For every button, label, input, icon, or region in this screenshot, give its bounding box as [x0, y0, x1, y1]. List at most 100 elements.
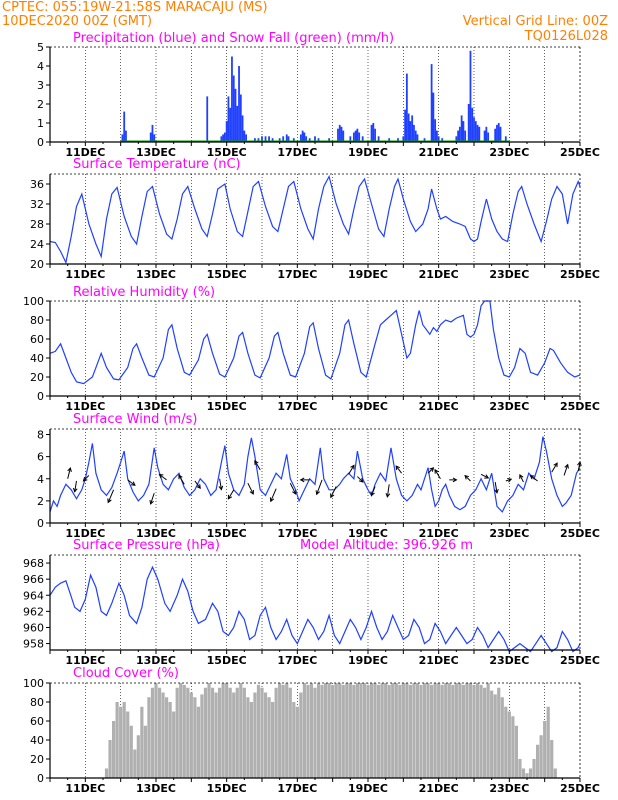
wind-arrow-head [370, 491, 375, 497]
cloud-panel: Cloud Cover (%) 0 20 40 60 80 100 11DEC 13DEC 15D… [23, 666, 600, 795]
cloud-bar [214, 692, 218, 778]
wind-arrow [519, 474, 524, 483]
cloud-bar [246, 697, 250, 778]
temp-ytick-label: 20 [30, 258, 44, 271]
cloud-bar [288, 687, 292, 778]
wind-arrow-head [107, 498, 112, 504]
rh-ytick-label: 80 [30, 314, 44, 327]
wind-xtick-label: 21DEC [419, 527, 459, 540]
wind-arrow-head [350, 464, 355, 470]
wind-arrow [427, 467, 434, 474]
rh-xtick-label: 19DEC [348, 400, 388, 413]
temp-series-line [49, 174, 581, 265]
wind-arrow [219, 478, 222, 490]
cloud-bar [299, 692, 303, 778]
rh-xtick-label: 17DEC [277, 400, 317, 413]
cloud-bar [511, 716, 515, 778]
rh-ytick-label: 100 [23, 295, 44, 308]
cloud-bar [242, 687, 246, 778]
cloud-bar [536, 744, 540, 778]
cloud-bar [316, 683, 321, 778]
pres-xtick-label: 17DEC [277, 654, 317, 667]
precip-bar [473, 117, 475, 142]
wind-arrow-head [529, 474, 535, 480]
cloud-bar [550, 740, 554, 778]
cloud-bar [161, 692, 165, 778]
cloud-bar [302, 683, 306, 778]
precip-bar [261, 136, 263, 142]
precip-bar [432, 92, 435, 142]
cloud-ytick-label: 20 [30, 753, 44, 766]
cloud-ytick-label: 0 [37, 772, 44, 785]
precip-bar [349, 136, 352, 142]
cloud-bar [461, 684, 465, 778]
precip-bar [356, 128, 359, 142]
temp-ytick-label: 36 [30, 178, 44, 191]
cloud-bar [507, 711, 511, 778]
wind-arrow [563, 464, 569, 476]
cloud-bar [228, 687, 232, 778]
cloud-bar [267, 697, 271, 778]
cloud-bar [108, 740, 112, 778]
temp-xtick-label: 15DEC [207, 268, 247, 281]
wind-arrow-head [385, 492, 391, 498]
wind-arrow-head [564, 463, 569, 469]
pres-xtick-label: 21DEC [419, 654, 459, 667]
precip-bar [340, 126, 343, 142]
cloud-bar [426, 683, 430, 778]
cloud-bar [338, 683, 342, 778]
cloud-bar [451, 684, 455, 778]
wind-ytick-label: 2 [37, 495, 44, 508]
cloud-bar [525, 773, 529, 778]
temp-xtick-label: 17DEC [277, 268, 317, 281]
cloud-bar [345, 683, 349, 778]
wind-ytick-label: 4 [37, 473, 44, 486]
wind-ytick-label: 8 [37, 429, 44, 442]
cloud-bar [359, 683, 363, 778]
precip-bar [455, 136, 458, 142]
wind-arrow [270, 488, 277, 502]
precip-bar [121, 134, 124, 142]
cloud-bar [514, 725, 518, 778]
precip-ytick-label: 4 [37, 60, 44, 73]
cloud-bar [543, 721, 547, 778]
cloud-bar [249, 702, 253, 778]
cloud-bar [186, 687, 190, 778]
wind-arrow-head [72, 487, 78, 493]
pres-ytick-label: 960 [23, 621, 44, 634]
cloud-bar [348, 683, 352, 778]
precip-bar [317, 138, 320, 142]
precip-bar [370, 124, 373, 142]
cloud-bar [256, 684, 261, 778]
header-model-code: TQ0126L028 [524, 29, 608, 44]
wind-arrow-head [254, 460, 259, 465]
cloud-bar [285, 683, 289, 778]
precip-bar [409, 121, 412, 142]
precip-bar [222, 134, 225, 142]
precip-ytick-label: 1 [37, 117, 44, 130]
precip-bar [239, 94, 242, 142]
wind-arrow [357, 476, 364, 483]
cloud-bar [112, 721, 116, 778]
rh-panel: Relative Humidity (%) 0 20 40 60 80 100 11DEC 13… [23, 285, 600, 413]
precip-bar [405, 73, 408, 142]
cloud-bar [472, 684, 476, 778]
precip-bar [358, 132, 361, 142]
precip-bar [483, 130, 486, 142]
precip-bar [282, 136, 285, 142]
precip-bar [437, 136, 440, 142]
precip-bar [125, 130, 127, 142]
wind-arrow [74, 480, 77, 492]
cloud-bar [182, 684, 186, 778]
cloud-bar [221, 683, 225, 778]
cloud-bar [352, 684, 356, 778]
cloud-bar [154, 683, 158, 778]
wind-xtick-label: 11DEC [65, 527, 105, 540]
cloud-bar [341, 684, 345, 778]
cloud-bar [235, 687, 239, 778]
precip-ytick-label: 2 [37, 98, 44, 111]
cloud-bar [419, 684, 423, 778]
cloud-bar [232, 692, 236, 778]
pres-annotation: Model Altitude: 396.926 m [300, 538, 473, 553]
wind-arrow [178, 475, 185, 485]
